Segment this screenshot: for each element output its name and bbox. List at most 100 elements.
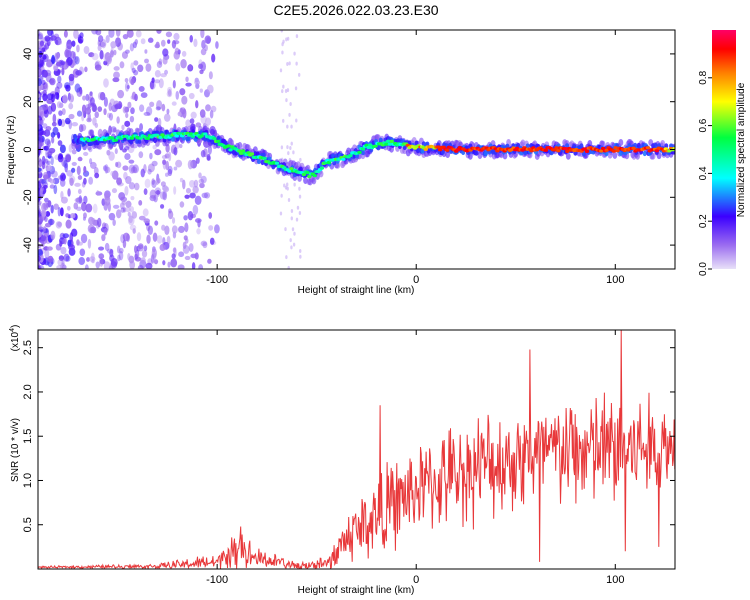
spectrogram-noise-cell: [71, 122, 79, 127]
spectrogram-noise-cell: [91, 252, 95, 261]
spectrogram-noise-cell: [50, 156, 54, 166]
spectrogram-noise-cell: [124, 82, 130, 92]
spectrogram-noise-cell: [206, 153, 211, 161]
snr-y-scale-label: (x104): [9, 325, 21, 352]
spectrogram-cell: [604, 148, 609, 152]
spectrogram-noise-cell: [209, 237, 215, 245]
spectrogram-noise-cell: [116, 116, 120, 124]
spectrogram-noise-cell: [151, 77, 155, 84]
colorbar-label: Normalized spectral amplitude: [736, 82, 747, 217]
spectrogram-noise-cell: [151, 178, 155, 185]
spectrogram-noise-cell: [38, 226, 45, 232]
spectrogram-noise-cell: [134, 249, 140, 259]
spectrogram-noise-cell: [104, 164, 109, 174]
spectrogram-noise-cell: [195, 100, 199, 109]
spectrogram-noise-cell: [76, 110, 83, 117]
spectrogram-noise-cell: [44, 42, 50, 50]
spectrogram-noise-cell: [38, 167, 42, 172]
spectrogram-noise-cell: [122, 165, 129, 171]
spectrogram-noise-cell: [71, 161, 77, 166]
spectrogram-noise-cell: [74, 83, 81, 93]
snr-line-layer: [38, 330, 675, 569]
spectrogram-cell: [174, 134, 179, 138]
spectrogram-noise-cell: [44, 216, 48, 223]
spectrogram-noise-cell: [76, 165, 81, 176]
spectrogram-cell: [137, 138, 142, 144]
spectrogram-noise-cell: [145, 63, 152, 72]
spectrogram-noise-cell: [39, 68, 43, 75]
spectrogram-noise-cell: [290, 208, 294, 213]
spectrogram-noise-cell: [38, 140, 41, 150]
spectrogram-noise-cell: [105, 34, 110, 44]
spectrogram-noise-cell: [165, 31, 173, 38]
spectrogram-noise-cell: [140, 168, 145, 178]
spectrogram-noise-cell: [43, 109, 49, 118]
spectrogram-noise-cell: [66, 39, 73, 50]
spectrogram-cell: [599, 149, 604, 153]
spectrogram-noise-cell: [199, 182, 205, 189]
spectrogram-noise-cell: [71, 167, 76, 173]
spectrogram-noise-cell: [144, 49, 148, 54]
spectrogram-noise-cell: [59, 240, 63, 247]
spectrogram-cell: [305, 171, 310, 175]
spectrogram-noise-cell: [74, 56, 80, 65]
spectrogram-cell: [554, 146, 559, 150]
spectrogram-noise-cell: [183, 215, 188, 221]
spectrogram-noise-cell: [46, 160, 51, 166]
spectrogram-noise-cell: [56, 81, 63, 89]
spectrogram-cell: [368, 143, 373, 147]
spectrogram-noise-cell: [43, 70, 48, 78]
spectrogram-noise-cell: [199, 109, 206, 118]
spectrogram-noise-cell: [130, 78, 135, 86]
spectrogram-noise-cell: [137, 243, 144, 250]
spectrogram-noise-cell: [65, 219, 72, 229]
spectrogram-noise-cell: [41, 103, 49, 111]
y-tick-label: -20: [22, 189, 34, 205]
spectrogram-cell: [249, 152, 255, 156]
spectrogram-noise-cell: [81, 104, 87, 114]
spectrogram-noise-cell: [211, 53, 216, 63]
spectrogram-noise-cell: [38, 56, 42, 65]
x-tick-label: -100: [206, 574, 228, 586]
spectrogram-noise-cell: [112, 127, 117, 133]
spectrogram-noise-cell: [38, 32, 44, 40]
spectrogram-noise-cell: [41, 209, 47, 217]
spectrogram-noise-cell: [45, 148, 49, 158]
spectrogram-noise-cell: [298, 210, 302, 215]
spectrogram-noise-cell: [61, 108, 66, 116]
spectrogram-noise-cell: [160, 204, 165, 209]
spectrogram-cell: [563, 147, 568, 151]
spectrogram-noise-cell: [144, 58, 149, 64]
spectrogram-cell: [357, 150, 362, 154]
spectrogram-noise-cell: [47, 255, 54, 263]
spectrogram-noise-cell: [75, 196, 83, 204]
spectrogram-noise-cell: [56, 39, 63, 45]
spectrogram-noise-cell: [152, 232, 158, 242]
spectrogram-noise-cell: [132, 164, 139, 174]
spectrogram-cell: [378, 137, 383, 143]
spectrogram-noise-cell: [112, 77, 120, 83]
spectrogram-noise-cell: [293, 51, 296, 56]
spectrogram-noise-cell: [120, 233, 126, 244]
spectrogram-noise-cell: [53, 33, 60, 39]
spectrogram-noise-cell: [135, 30, 142, 38]
spectrogram-noise-cell: [151, 160, 158, 167]
spectrogram-cell: [298, 166, 303, 172]
spectrogram-cell: [584, 149, 590, 153]
spectrogram-noise-cell: [61, 61, 69, 70]
spectrogram-noise-cell: [118, 250, 124, 261]
spectrogram-noise-cell: [172, 247, 177, 253]
spectrogram-noise-cell: [282, 39, 285, 44]
spectrogram-noise-cell: [111, 188, 118, 194]
spectrogram-noise-cell: [194, 218, 202, 223]
spectrogram-noise-cell: [124, 185, 129, 196]
spectrogram-cell: [360, 147, 366, 151]
spectrogram-cell: [565, 152, 571, 160]
spectrogram-noise-cell: [38, 157, 42, 163]
spectrogram-noise-cell: [179, 177, 184, 183]
spectrogram-noise-cell: [207, 258, 212, 264]
spectrogram-noise-cell: [171, 217, 176, 224]
spectrogram-noise-cell: [167, 165, 173, 175]
spectrogram-noise-cell: [106, 248, 114, 254]
spectrogram-noise-cell: [61, 257, 65, 267]
